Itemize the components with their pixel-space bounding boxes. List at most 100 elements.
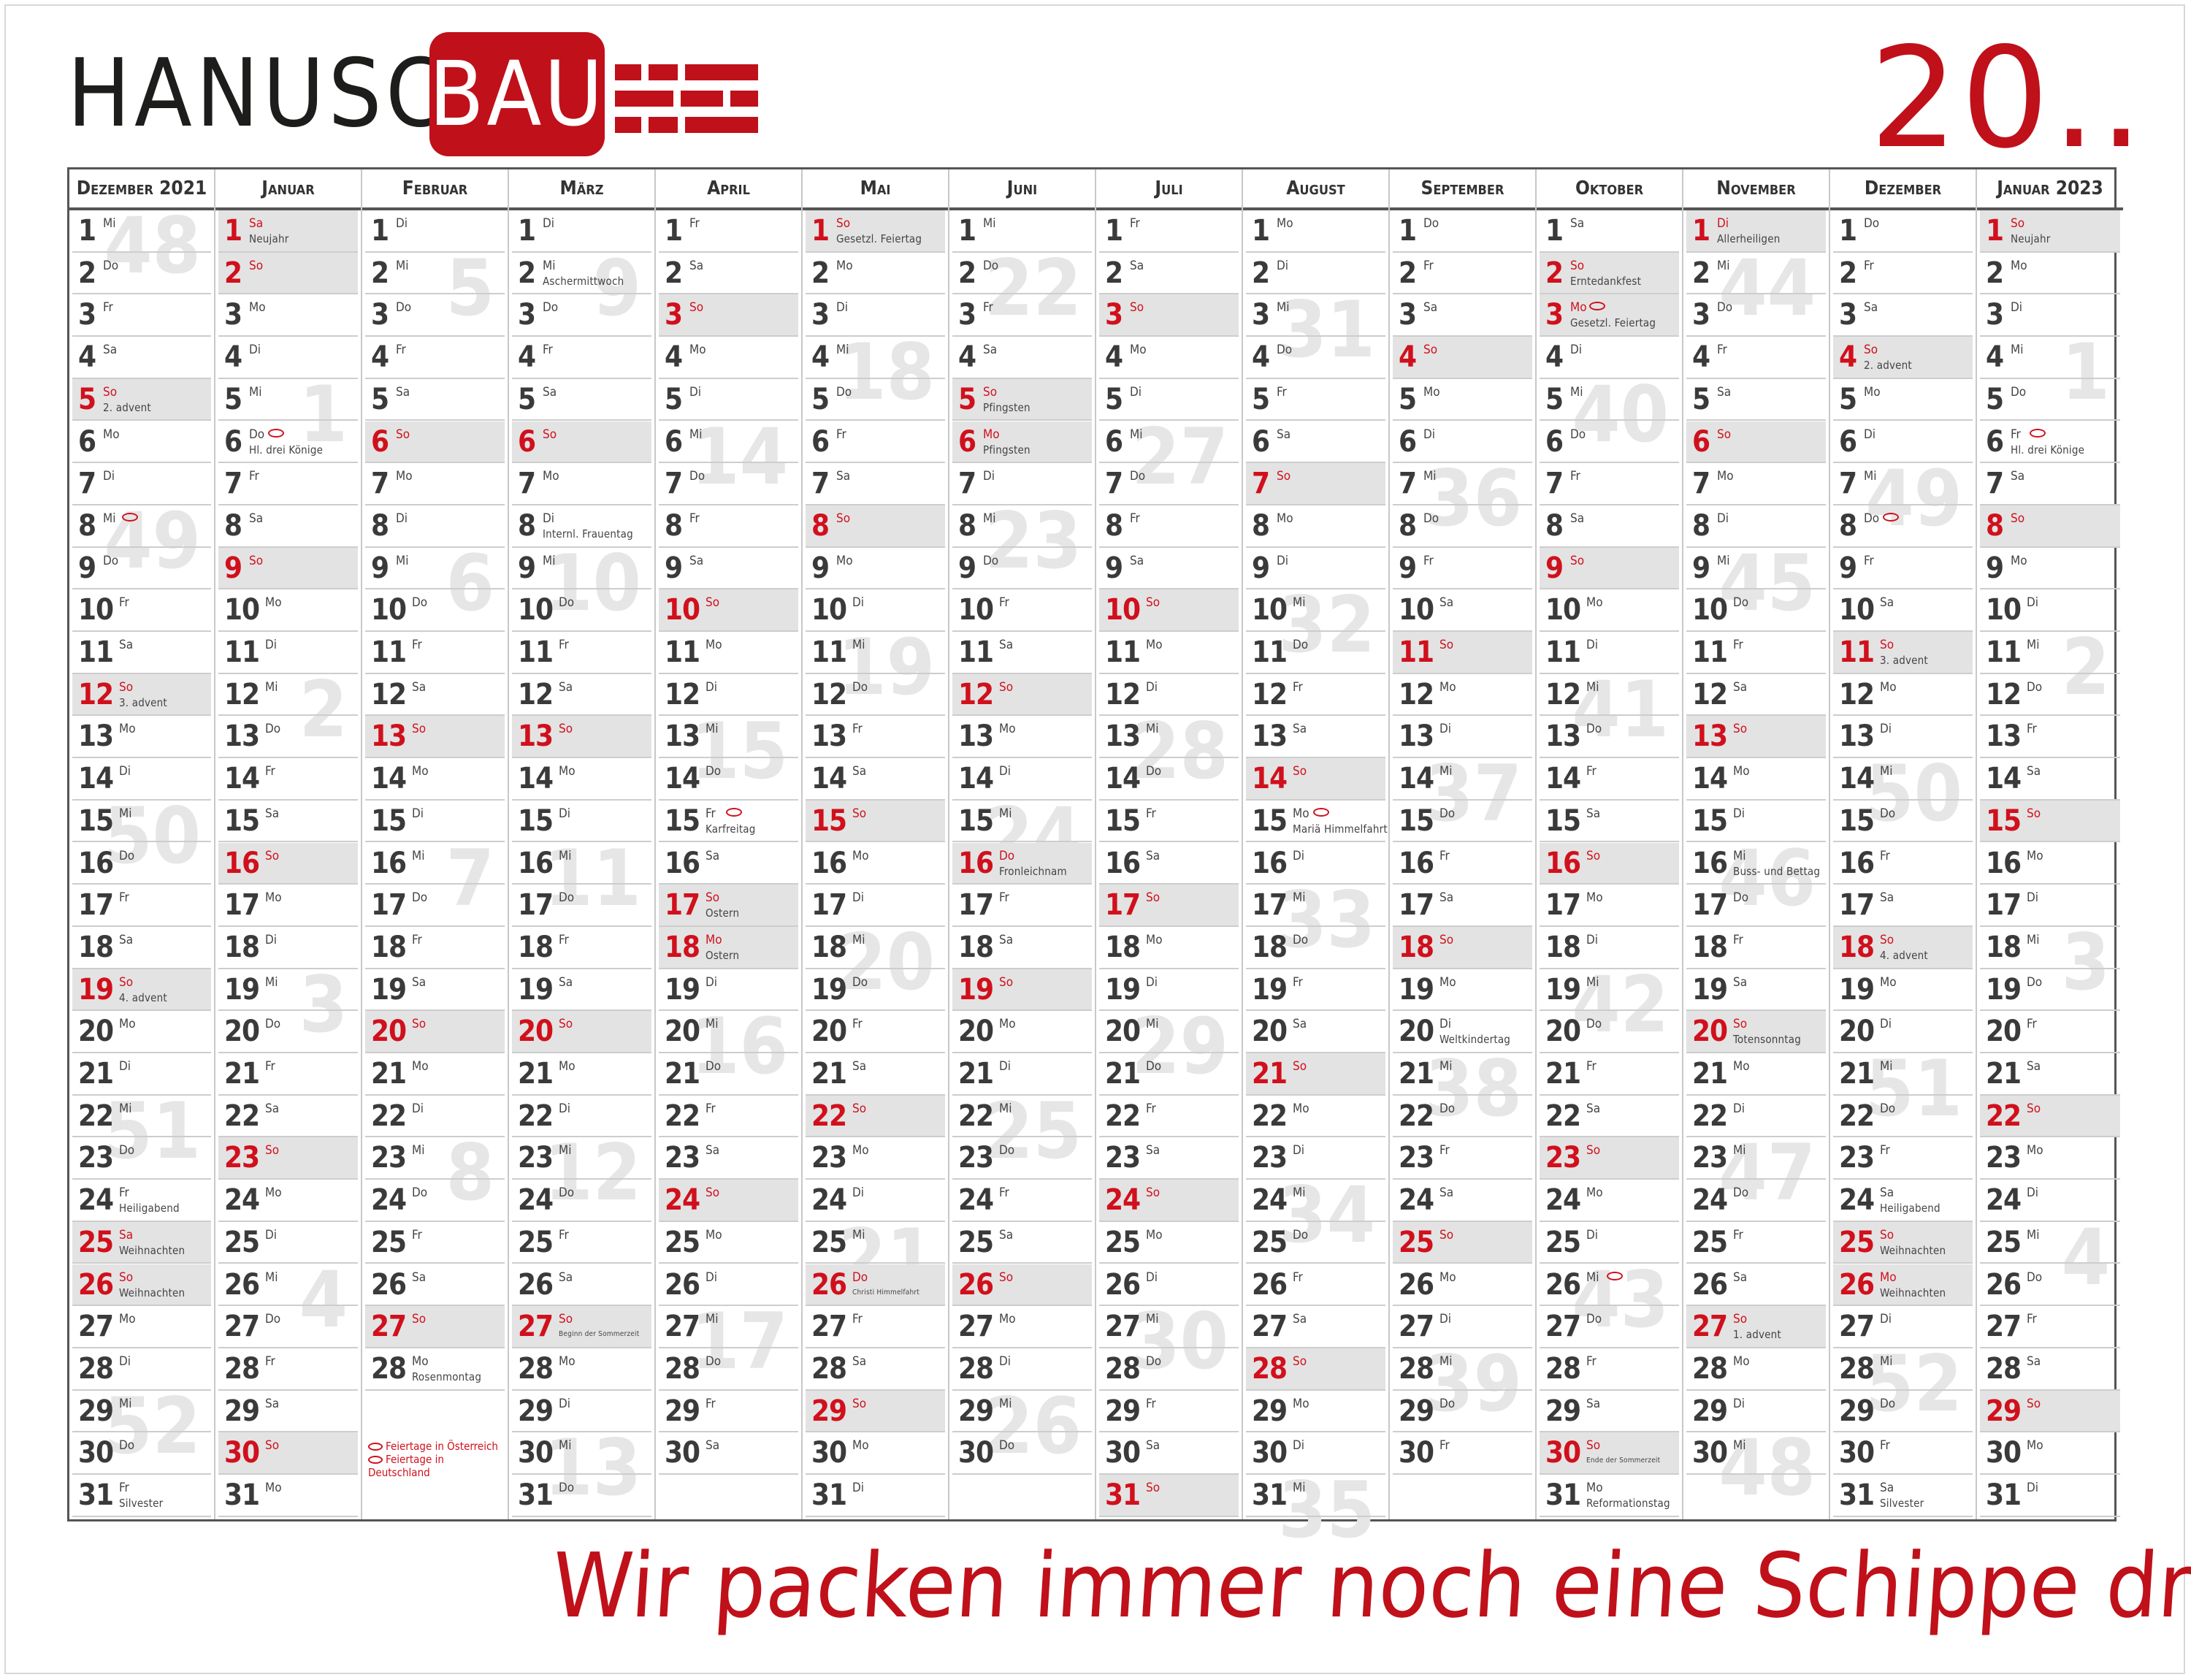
day-cell: 22 Mi bbox=[952, 1096, 1092, 1138]
day-cell: 26 Mi bbox=[1540, 1264, 1679, 1307]
weekday-label: Fr bbox=[412, 932, 422, 947]
weekday-label: Sa bbox=[999, 638, 1014, 652]
day-number: 16 bbox=[518, 846, 554, 880]
weekday-label: Mo bbox=[1146, 638, 1163, 652]
day-cell: 9 Mi bbox=[1686, 548, 1826, 590]
day-cell: 9 So bbox=[218, 547, 358, 590]
day-number: 26 bbox=[1839, 1267, 1875, 1302]
day-cell: 23 Mi bbox=[365, 1137, 505, 1180]
day-cell: 8 Di bbox=[1686, 505, 1826, 548]
day-number: 6 bbox=[1839, 424, 1857, 459]
weekday-label: Di bbox=[1570, 343, 1583, 358]
weekday-label: Di bbox=[836, 300, 849, 316]
day-number: 9 bbox=[78, 551, 96, 585]
day-number: 1 bbox=[371, 214, 389, 248]
day-cell: 4 Mo bbox=[659, 337, 798, 379]
day-cell: 4 Di bbox=[218, 337, 358, 379]
day-cell: 28 Di bbox=[952, 1348, 1092, 1391]
weekday-label: Do bbox=[1717, 300, 1733, 316]
day-number: 29 bbox=[1105, 1394, 1141, 1428]
day-cell: 14 So bbox=[1246, 758, 1385, 801]
day-number: 27 bbox=[1252, 1310, 1288, 1344]
day-cell: 18 So 4. advent bbox=[1833, 926, 1973, 969]
weekday-label: Fr bbox=[1146, 806, 1156, 821]
day-cell: 12 So bbox=[952, 673, 1092, 717]
weekday-label: Mo bbox=[1586, 1481, 1603, 1495]
weekday-label: Fr bbox=[2027, 1017, 2037, 1032]
day-number: 29 bbox=[1986, 1394, 2022, 1428]
day-number: 19 bbox=[1399, 972, 1434, 1007]
event-label: Pfingsten bbox=[983, 443, 1031, 457]
weekday-label: Fr bbox=[265, 1353, 275, 1369]
day-cell: 5 Mi bbox=[1540, 379, 1679, 421]
day-number: 5 bbox=[224, 382, 242, 416]
weekday-label: Sa bbox=[706, 1438, 720, 1454]
day-number: 13 bbox=[1692, 719, 1728, 754]
day-number: 22 bbox=[224, 1099, 260, 1133]
day-number: 8 bbox=[371, 508, 389, 543]
weekday-label: Do bbox=[2027, 974, 2043, 990]
day-cell: 13 So bbox=[512, 716, 651, 759]
weekday-label: So bbox=[265, 1438, 280, 1454]
day-number: 3 bbox=[1839, 298, 1857, 332]
day-number: 13 bbox=[1545, 719, 1581, 754]
weekday-label: Di bbox=[1586, 932, 1599, 947]
day-cell: 11 So bbox=[1393, 632, 1532, 674]
day-number: 31 bbox=[518, 1478, 554, 1512]
day-cell: 18 Fr bbox=[365, 927, 505, 969]
day-number: 10 bbox=[1839, 593, 1875, 627]
day-number: 14 bbox=[958, 762, 994, 796]
weekday-label: Mo bbox=[706, 638, 722, 652]
day-number: 20 bbox=[1839, 1015, 1875, 1049]
weekday-label: So bbox=[265, 848, 280, 863]
day-cell: 31 Fr Silvester bbox=[72, 1475, 211, 1517]
weekday-label: Di bbox=[1146, 974, 1158, 990]
weekday-label: Do bbox=[543, 300, 559, 316]
day-cell: 14 Sa bbox=[1980, 758, 2120, 801]
day-cell: 31 Mi bbox=[1246, 1475, 1385, 1517]
weekday-label: Di bbox=[706, 1269, 718, 1285]
legend-entry: Feiertage in Deutschland bbox=[368, 1453, 508, 1479]
day-number: 8 bbox=[78, 508, 96, 543]
day-cell: 8 Fr bbox=[1099, 505, 1239, 548]
day-number: 16 bbox=[371, 846, 407, 880]
day-number: 28 bbox=[1105, 1351, 1141, 1386]
day-cell: 7 Mo bbox=[512, 463, 651, 505]
weekday-label: Do bbox=[1293, 1227, 1309, 1242]
weekday-label: Di bbox=[1717, 216, 1729, 231]
weekday-label: So bbox=[2027, 1396, 2041, 1411]
austria-holiday-mark-icon bbox=[2030, 428, 2046, 438]
day-number: 6 bbox=[958, 424, 976, 459]
weekday-label: Mi bbox=[1277, 300, 1290, 316]
month-header: April bbox=[656, 169, 801, 210]
day-number: 15 bbox=[78, 803, 114, 838]
day-number: 14 bbox=[371, 762, 407, 796]
day-cell: 1 Do bbox=[1833, 210, 1973, 253]
legend-entry: Feiertage in Österreich bbox=[368, 1440, 508, 1453]
day-number: 5 bbox=[665, 382, 683, 416]
day-cell: 22 Sa bbox=[218, 1096, 358, 1138]
day-number: 27 bbox=[1986, 1310, 2022, 1344]
day-cell: 23 Mi bbox=[1686, 1137, 1826, 1180]
weekday-label: Fr bbox=[689, 511, 700, 526]
weekday-label: So bbox=[1586, 1438, 1601, 1454]
day-cell: 13 Do bbox=[218, 716, 358, 759]
day-cell: 28 Di bbox=[72, 1348, 211, 1391]
day-number: 7 bbox=[1399, 467, 1417, 501]
day-number: 21 bbox=[811, 1057, 847, 1091]
day-number: 27 bbox=[1545, 1310, 1581, 1344]
weekday-label: Do bbox=[396, 300, 412, 316]
day-number: 29 bbox=[958, 1394, 994, 1428]
day-cell: 17 Mo bbox=[218, 885, 358, 927]
day-cell: 22 Di bbox=[512, 1096, 651, 1138]
weekday-label: Mo bbox=[1733, 764, 1750, 779]
day-number: 17 bbox=[958, 888, 994, 923]
day-cell: 6 Di bbox=[1393, 421, 1532, 464]
day-number: 25 bbox=[665, 1225, 700, 1259]
day-number: 7 bbox=[1252, 467, 1270, 501]
day-cell: 14 Fr bbox=[218, 758, 358, 801]
weekday-label: Do bbox=[2027, 679, 2043, 695]
day-number: 6 bbox=[1105, 424, 1123, 459]
day-cell: 22 Mo bbox=[1246, 1096, 1385, 1138]
day-cell: 18 Sa bbox=[72, 927, 211, 969]
